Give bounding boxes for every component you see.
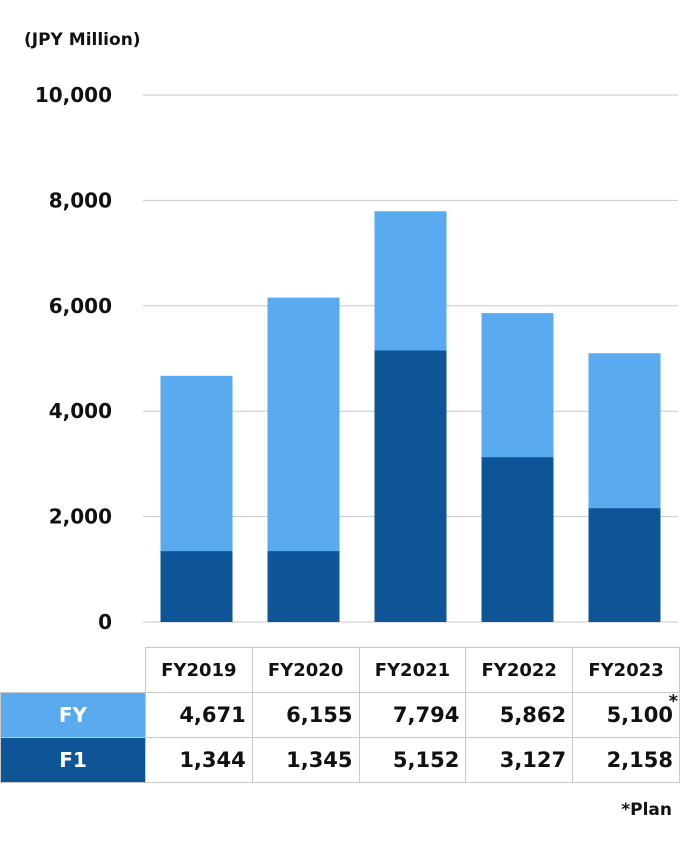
table-cell-value: 5,100 [606, 703, 673, 727]
row-label-fy: FY [0, 692, 146, 738]
table-cell: 7,794 [358, 692, 467, 738]
y-tick-label: 4,000 [49, 399, 112, 423]
y-tick-label: 2,000 [49, 505, 112, 529]
table-cell: 1,344 [144, 737, 253, 783]
table-header-fy2020: FY2020 [251, 647, 360, 693]
data-table: FY2019 FY2020 FY2021 FY2022 FY2023 FY 4,… [0, 647, 680, 783]
table-header-fy2022: FY2022 [465, 647, 574, 693]
plan-footnote: *Plan [621, 800, 672, 820]
table-cell: 1,345 [251, 737, 360, 783]
bar-f1-fy2022 [481, 457, 554, 622]
bar-f1-fy2021 [374, 350, 447, 622]
table-row-f1: F1 1,344 1,345 5,152 3,127 2,158 [0, 737, 680, 783]
plan-marker: * [668, 691, 678, 712]
y-tick-label: 6,000 [49, 294, 112, 318]
bar-f1-fy2023 [588, 508, 661, 622]
row-label-f1: F1 [0, 737, 146, 783]
table-header-fy2023: FY2023 [572, 647, 680, 693]
table-header-row: FY2019 FY2020 FY2021 FY2022 FY2023 [0, 647, 680, 693]
y-tick-label: 8,000 [49, 188, 112, 212]
table-cell: 5,152 [358, 737, 467, 783]
bars [160, 211, 661, 622]
table-cell: 2,158 [572, 737, 680, 783]
y-axis-ticks: 0 2,000 4,000 6,000 8,000 10,000 [35, 83, 112, 634]
table-header-fy2021: FY2021 [358, 647, 467, 693]
y-tick-label: 0 [98, 610, 112, 634]
table-row-fy: FY 4,671 6,155 7,794 5,862 5,100 * [0, 691, 680, 738]
table-cell: 3,127 [465, 737, 574, 783]
table-cell: 4,671 [144, 692, 253, 738]
unit-label: (JPY Million) [24, 30, 141, 50]
table-cell: 5,862 [465, 692, 574, 738]
bar-f1-fy2019 [160, 551, 233, 622]
bar-f1-fy2020 [267, 551, 340, 622]
table-cell: 6,155 [251, 692, 360, 738]
table-header-fy2019: FY2019 [144, 647, 253, 693]
table-cell-plan: 5,100 * [572, 691, 680, 738]
bar-chart: 0 2,000 4,000 6,000 8,000 10,000 [35, 83, 678, 634]
table-corner [0, 647, 146, 693]
y-tick-label: 10,000 [35, 83, 112, 107]
